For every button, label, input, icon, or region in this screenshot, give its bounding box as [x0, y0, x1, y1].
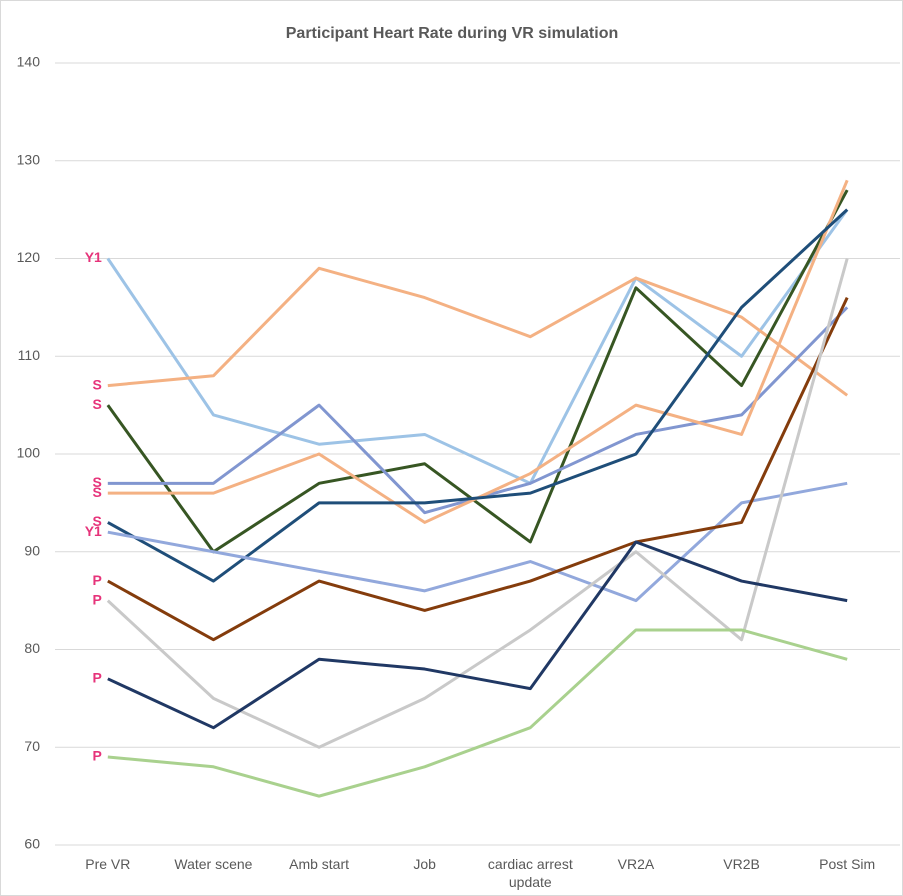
series-label: S — [92, 474, 101, 490]
x-tick-label: VR2B — [723, 856, 760, 872]
y-tick-label: 90 — [24, 542, 40, 558]
x-tick-label: Post Sim — [819, 856, 876, 872]
series-label: S — [92, 513, 101, 529]
series-line — [107, 266, 849, 397]
y-tick-label: 100 — [17, 445, 41, 461]
series-label: S — [92, 396, 101, 412]
series-label: P — [92, 748, 101, 764]
x-tick-label: cardiac arrest update — [487, 856, 573, 890]
x-tick-label: VR2A — [617, 856, 655, 872]
series-line — [107, 628, 848, 798]
y-tick-label: 120 — [17, 249, 41, 265]
x-tick-label: Water scene — [174, 856, 253, 872]
series-label: S — [92, 484, 101, 500]
chart-title: Participant Heart Rate during VR simulat… — [286, 25, 619, 42]
series-line — [107, 296, 849, 642]
y-tick-label: 130 — [17, 151, 41, 167]
series-label: P — [92, 591, 101, 607]
series-line — [106, 208, 849, 485]
series-line — [106, 189, 849, 554]
series-line — [107, 208, 849, 583]
x-tick-label: Job — [413, 856, 436, 872]
y-tick-label: 60 — [24, 836, 40, 852]
series-label: P — [92, 572, 101, 588]
y-tick-label: 80 — [24, 640, 40, 656]
y-tick-label: 110 — [18, 347, 41, 363]
y-tick-label: 140 — [17, 54, 41, 70]
y-tick-label: 70 — [24, 738, 40, 754]
series-label: Y1 — [85, 523, 102, 539]
series-line — [107, 540, 848, 730]
series-line — [106, 258, 849, 749]
x-tick-label: Pre VR — [85, 856, 131, 872]
x-tick-label: Amb start — [289, 856, 350, 872]
series-label: Y1 — [85, 249, 102, 265]
series-line — [107, 481, 848, 603]
series-label: S — [92, 376, 101, 392]
series-label: P — [92, 670, 101, 686]
